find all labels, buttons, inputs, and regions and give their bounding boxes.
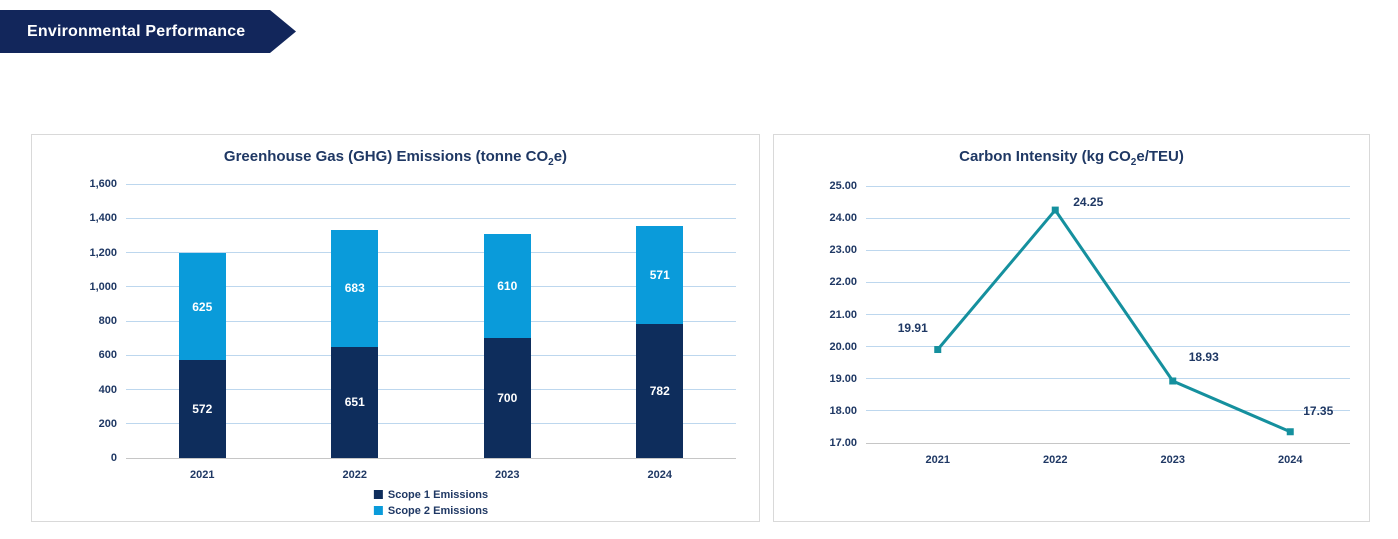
gridline — [126, 183, 736, 185]
y-tick-label: 20.00 — [829, 340, 857, 353]
x-axis-line — [126, 457, 736, 459]
bar-value-label: 782 — [649, 384, 670, 399]
bar-segment — [483, 233, 531, 339]
x-axis-label: 2024 — [647, 469, 672, 481]
y-tick-label: 400 — [98, 383, 117, 396]
x-axis-label: 2024 — [1278, 454, 1303, 466]
section-banner-title: Environmental Performance — [27, 22, 246, 40]
legend-swatch — [373, 490, 383, 499]
section-banner: Environmental Performance — [0, 10, 296, 53]
gridline — [126, 320, 736, 322]
line-path — [936, 207, 1291, 434]
y-tick-label: 800 — [98, 315, 117, 327]
legend-item: Scope 2 Emissions — [373, 503, 489, 518]
x-axis-label: 2023 — [495, 469, 520, 481]
bar-segment — [178, 360, 226, 458]
bar-value-label: 683 — [344, 281, 365, 296]
chart-legend: Scope 1 Emissions Scope 2 Emissions — [373, 487, 489, 518]
bar-segment — [636, 324, 684, 458]
data-point-marker — [1286, 428, 1294, 436]
gridline — [126, 217, 736, 219]
gridline — [866, 281, 1350, 283]
y-tick-label: 18.00 — [829, 404, 857, 417]
bar-segment — [178, 253, 226, 361]
ghg-emissions-chart-panel: Greenhouse Gas (GHG) Emissions (tonne CO… — [31, 134, 760, 522]
x-axis-label: 2021 — [925, 454, 950, 466]
bar-segment — [483, 338, 531, 458]
x-axis-label: 2023 — [1160, 454, 1185, 466]
data-point-label: 17.35 — [1303, 403, 1334, 418]
y-tick-label: 23.00 — [829, 244, 857, 257]
bar-segment — [331, 346, 379, 458]
y-tick-label: 22.00 — [829, 276, 857, 289]
data-point-marker — [934, 346, 942, 354]
gridline — [126, 389, 736, 390]
carbon-intensity-chart-panel: Carbon Intensity (kg CO2e/TEU) 17.00 18.0… — [773, 134, 1370, 522]
gridline — [866, 346, 1350, 348]
gridline — [126, 286, 736, 288]
y-tick-label: 1,000 — [89, 280, 117, 293]
data-point-marker — [1051, 206, 1059, 214]
y-tick-label: 19.00 — [829, 372, 857, 385]
y-tick-label: 24.00 — [829, 212, 857, 225]
gridline — [866, 185, 1350, 187]
gridline — [866, 217, 1350, 219]
bar-value-label: 571 — [649, 268, 670, 283]
x-axis-label: 2022 — [342, 469, 367, 481]
carbon-intensity-chart-title: Carbon Intensity (kg CO2e/TEU) — [959, 148, 1184, 168]
y-tick-label: 200 — [98, 417, 117, 430]
legend-label: Scope 1 Emissions — [387, 488, 489, 501]
gridline — [126, 252, 736, 253]
y-tick-label: 1,400 — [89, 212, 117, 225]
legend-swatch — [373, 506, 383, 515]
carbon-intensity-line-series — [934, 206, 1294, 436]
data-point-label: 18.93 — [1188, 349, 1219, 364]
x-axis-line — [866, 442, 1350, 444]
gridline — [126, 423, 736, 425]
x-axis-label: 2021 — [190, 469, 215, 481]
y-tick-label: 17.00 — [829, 437, 857, 449]
bar-segment — [636, 226, 684, 325]
ghg-chart-title: Greenhouse Gas (GHG) Emissions (tonne CO… — [223, 148, 568, 168]
bar-segment — [331, 229, 379, 347]
y-tick-label: 600 — [98, 349, 117, 362]
gridline — [866, 410, 1350, 412]
gridline — [126, 354, 736, 356]
data-point-label: 24.25 — [1073, 195, 1104, 210]
data-point-label: 19.91 — [897, 320, 928, 335]
legend-label: Scope 2 Emissions — [387, 504, 489, 517]
y-tick-label: 25.00 — [829, 180, 857, 192]
bar-value-label: 700 — [497, 391, 518, 406]
bar-value-label: 651 — [344, 395, 365, 410]
bar-value-label: 625 — [192, 299, 213, 314]
gridline — [866, 249, 1350, 251]
y-tick-label: 0 — [110, 452, 117, 464]
bar-value-label: 610 — [497, 278, 518, 293]
legend-item: Scope 1 Emissions — [373, 487, 489, 502]
gridline — [866, 314, 1350, 315]
data-point-marker — [1169, 377, 1177, 385]
x-axis-label: 2022 — [1043, 454, 1068, 466]
y-tick-label: 1,200 — [89, 246, 117, 259]
y-tick-label: 1,600 — [89, 178, 117, 190]
gridline — [866, 378, 1350, 380]
y-tick-label: 21.00 — [829, 308, 857, 321]
bar-value-label: 572 — [192, 402, 213, 417]
